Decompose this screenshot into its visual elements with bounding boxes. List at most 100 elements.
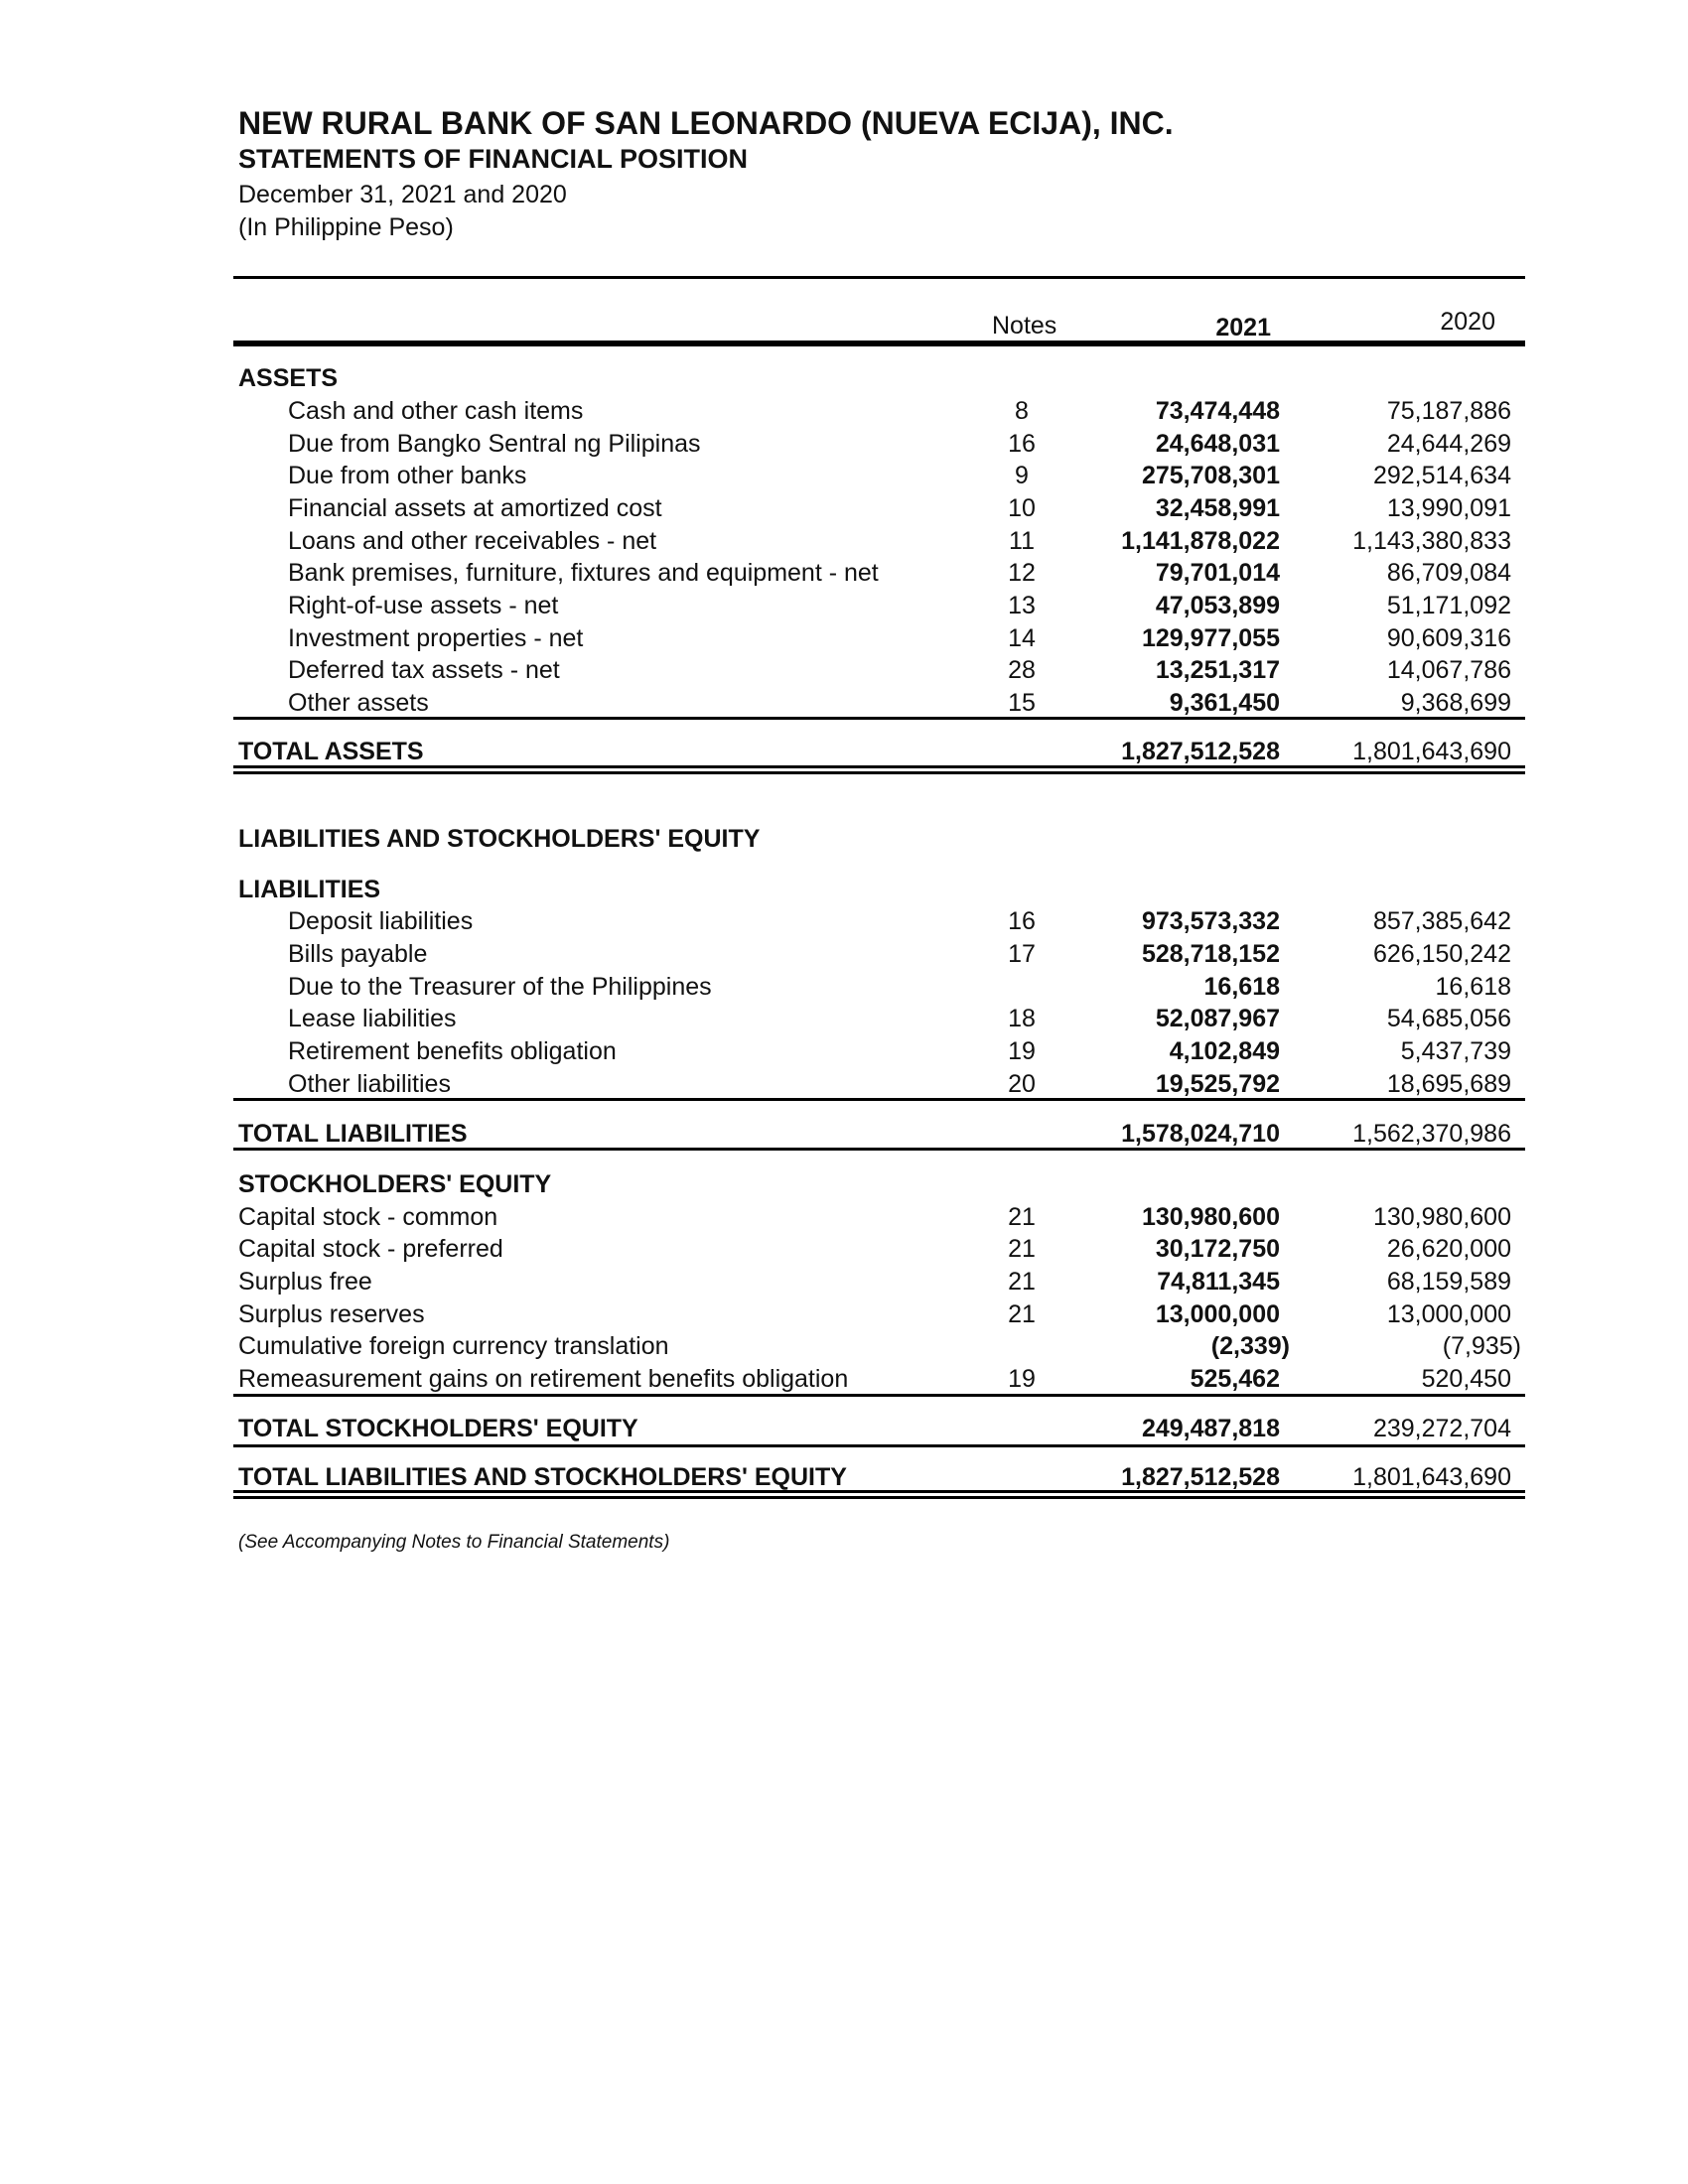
section-heading-row: LIABILITIES [233,874,1525,905]
table-row: Loans and other receivables - net 11 1,141… [233,525,1525,557]
notes-header: Notes [992,312,1057,340]
section-heading-row: LIABILITIES AND STOCKHOLDERS' EQUITY [233,823,1525,855]
value-2020: 1,801,643,690 [1352,1463,1511,1491]
note-ref: 12 [1008,559,1036,587]
value-2020: 239,272,704 [1372,1415,1511,1442]
row-label: Surplus reserves [238,1300,425,1328]
value-2021: (2,339) [1210,1332,1290,1360]
value-2020: 1,801,643,690 [1352,738,1511,765]
note-ref: 21 [1008,1268,1036,1296]
note-ref: 19 [1008,1037,1036,1065]
table-row: Retirement benefits obligation 19 4,102,84… [233,1035,1525,1067]
row-label: Other liabilities [288,1070,451,1098]
value-2020: 292,514,634 [1372,462,1511,489]
value-2020: 5,437,739 [1400,1037,1511,1065]
value-2020: 75,187,886 [1386,397,1511,425]
table-row: Surplus reserves 21 13,000,000 13,000,000 [233,1298,1525,1330]
total-row: TOTAL LIABILITIES 1,578,024,710 1,562,370,… [233,1118,1525,1150]
row-label: Bank premises, furniture, fixtures and e… [288,559,879,587]
total-row: TOTAL STOCKHOLDERS' EQUITY 249,487,818 239… [233,1413,1525,1444]
value-2021: 47,053,899 [1155,592,1280,619]
value-2020: 13,000,000 [1386,1300,1511,1328]
section-heading-row: STOCKHOLDERS' EQUITY [233,1168,1525,1200]
table-row: Surplus free 21 74,811,345 68,159,589 [233,1266,1525,1297]
header-rule [233,341,1525,346]
year-2020-header: 2020 [1440,308,1495,336]
table-row: Deposit liabilities 16 973,573,332 857,385,… [233,905,1525,937]
value-2020: 626,150,242 [1372,940,1511,968]
table-rule [233,765,1525,768]
value-2020: 16,618 [1435,973,1511,1001]
row-label: TOTAL ASSETS [238,738,424,765]
row-label: Financial assets at amortized cost [288,494,662,522]
value-2020: 857,385,642 [1372,907,1511,935]
value-2020: 90,609,316 [1386,624,1511,652]
note-ref: 11 [1009,527,1035,555]
note-ref: 13 [1008,592,1036,619]
value-2021: 13,251,317 [1155,656,1280,684]
note-ref: 21 [1008,1235,1036,1263]
value-2021: 24,648,031 [1155,430,1280,458]
value-2021: 528,718,152 [1141,940,1280,968]
value-2021: 19,525,792 [1155,1070,1280,1098]
note-ref: 10 [1008,494,1036,522]
row-label: Remeasurement gains on retirement benefi… [238,1365,849,1393]
row-label: STOCKHOLDERS' EQUITY [238,1170,552,1198]
value-2021: 79,701,014 [1155,559,1280,587]
row-label: Capital stock - common [238,1203,498,1231]
row-label: Due to the Treasurer of the Philippines [288,973,712,1001]
top-rule [233,276,1525,279]
table-row: Investment properties - net 14 129,977,055… [233,622,1525,654]
table-row: Bank premises, furniture, fixtures and e… [233,557,1525,589]
row-label: Right-of-use assets - net [288,592,559,619]
note-ref: 9 [1015,462,1029,489]
note-ref: 14 [1008,624,1036,652]
table-rule [233,1148,1525,1151]
value-2021: 52,087,967 [1155,1005,1280,1032]
value-2020: 68,159,589 [1386,1268,1511,1296]
table-row: Other liabilities 20 19,525,792 18,695,689 [233,1068,1525,1100]
row-label: Lease liabilities [288,1005,457,1032]
value-2021: 1,827,512,528 [1121,1463,1280,1491]
note-ref: 16 [1008,430,1036,458]
table-row: Cash and other cash items 8 73,474,448 75,1… [233,395,1525,427]
currency-note: (In Philippine Peso) [238,213,454,241]
value-2021: 1,827,512,528 [1121,738,1280,765]
note-ref: 28 [1008,656,1036,684]
table-row: Cumulative foreign currency translation (… [233,1330,1525,1362]
value-2020: 51,171,092 [1386,592,1511,619]
value-2021: 32,458,991 [1155,494,1280,522]
value-2020: 9,368,699 [1400,689,1511,717]
note-ref: 21 [1008,1300,1036,1328]
row-label: Due from other banks [288,462,527,489]
value-2021: 129,977,055 [1141,624,1280,652]
table-rule [233,1394,1525,1397]
row-label: Loans and other receivables - net [288,527,657,555]
table-row: Deferred tax assets - net 28 13,251,317 14,… [233,654,1525,686]
table-row: Due from other banks 9 275,708,301 292,514,… [233,460,1525,491]
table-rule [233,771,1525,774]
note-ref: 19 [1008,1365,1036,1393]
table-row: Capital stock - preferred 21 30,172,750 26,… [233,1233,1525,1265]
value-2020: 18,695,689 [1386,1070,1511,1098]
note-ref: 16 [1008,907,1036,935]
value-2021: 973,573,332 [1141,907,1280,935]
row-label: Bills payable [288,940,428,968]
row-label: Capital stock - preferred [238,1235,503,1263]
row-label: LIABILITIES [238,876,381,903]
value-2020: 130,980,600 [1372,1203,1511,1231]
table-row: Remeasurement gains on retirement benefi… [233,1363,1525,1395]
note-ref: 20 [1008,1070,1036,1098]
note-ref: 17 [1008,940,1036,968]
row-label: Investment properties - net [288,624,584,652]
row-label: Other assets [288,689,429,717]
section-heading-row: ASSETS [233,362,1525,394]
value-2020: 1,143,380,833 [1352,527,1511,555]
table-rule [233,1444,1525,1447]
table-rule [233,1490,1525,1493]
value-2021: 1,578,024,710 [1121,1120,1280,1148]
total-row: TOTAL ASSETS 1,827,512,528 1,801,643,690 [233,736,1525,767]
table-row: Capital stock - common 21 130,980,600 130,9… [233,1201,1525,1233]
table-row: Financial assets at amortized cost 10 32,4… [233,492,1525,524]
row-label: Surplus free [238,1268,372,1296]
